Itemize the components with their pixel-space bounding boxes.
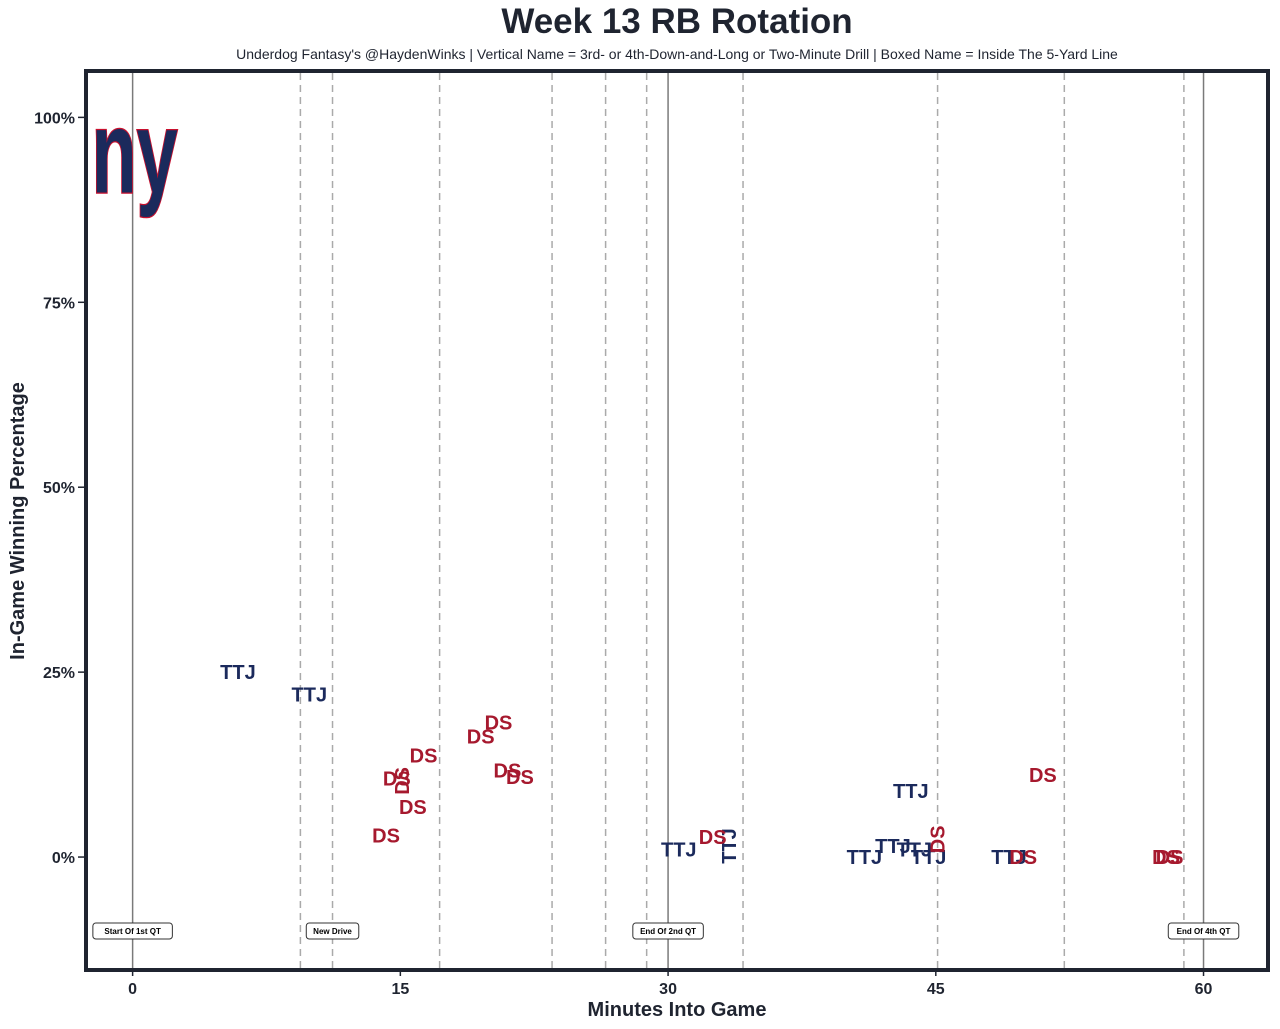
annotation-label: New Drive — [305, 922, 360, 940]
player-mark-ds: DS — [1029, 765, 1057, 787]
player-mark-ds: DS — [1009, 847, 1037, 869]
player-mark-ds: DS — [467, 726, 495, 748]
player-mark-ttj: TTJ — [911, 847, 947, 869]
player-mark-ttj: TTJ — [875, 836, 911, 858]
annotation-box — [92, 922, 173, 940]
player-mark-ds: DS — [485, 712, 513, 734]
annotation-text: End Of 2nd QT — [640, 927, 696, 936]
annotation-text: New Drive — [313, 927, 352, 936]
chart-title: Week 13 RB Rotation — [501, 2, 852, 41]
player-mark-ttj: TTJ — [847, 847, 883, 869]
annotation-label: Start Of 1st QT — [92, 922, 173, 940]
annotation-label: End Of 4th QT — [1167, 922, 1240, 940]
plot-area: ny Start Of 1st QT New Drive End Of 2nd QT E… — [90, 73, 1240, 968]
player-mark-ds: DS — [399, 797, 427, 819]
player-mark-ds: DS — [372, 826, 400, 848]
y-tick-label: 0% — [52, 850, 75, 867]
player-mark-ds: DS — [928, 825, 950, 853]
x-tick-label: 15 — [391, 981, 409, 998]
x-tick-label: 60 — [1195, 981, 1213, 998]
team-logo: ny — [90, 85, 179, 220]
player-mark-ds: DS — [392, 767, 414, 795]
annotation-box — [1167, 922, 1240, 940]
chart-subtitle: Underdog Fantasy's @HaydenWinks | Vertic… — [236, 46, 1118, 62]
player-mark-ds: DS — [699, 827, 727, 849]
annotation-text: End Of 4th QT — [1177, 927, 1231, 936]
player-mark-ds: DS — [1152, 847, 1180, 869]
player-mark-ttj: TTJ — [991, 847, 1027, 869]
x-tick-label: 0 — [128, 981, 137, 998]
annotation-box — [305, 922, 360, 940]
annotation-text: Start Of 1st QT — [104, 927, 161, 936]
axis-ticks: 0 15 30 45 60 0% 25% 50% 75% 100% — [34, 110, 1212, 998]
player-mark-ttj: TTJ — [893, 781, 929, 803]
player-mark-ttj: TTJ — [220, 662, 256, 684]
y-tick-label: 50% — [43, 480, 75, 497]
x-tick-label: 30 — [659, 981, 677, 998]
y-tick-label: 25% — [43, 665, 75, 682]
player-mark-ds: DS — [494, 761, 522, 783]
player-mark-ttj: TTJ — [292, 684, 328, 706]
player-mark-ttj: TTJ — [661, 840, 697, 862]
player-mark-ttj: TTJ — [719, 828, 741, 864]
annotation-label: End Of 2nd QT — [632, 922, 704, 940]
player-mark-ttj: TTJ — [897, 840, 933, 862]
y-tick-label: 75% — [43, 295, 75, 312]
player-mark-ds: DS — [1156, 847, 1184, 869]
plot-frame — [84, 69, 1270, 972]
player-mark-ds: DS — [383, 769, 411, 791]
x-tick-label: 45 — [927, 981, 945, 998]
x-axis-title: Minutes Into Game — [588, 999, 767, 1021]
y-tick-label: 100% — [34, 110, 75, 127]
y-axis-title: In-Game Winning Percentage — [7, 382, 29, 660]
annotation-box — [632, 922, 704, 940]
player-mark-ds: DS — [410, 746, 438, 768]
logo-text: ny — [92, 86, 178, 218]
player-mark-ds: DS — [506, 767, 534, 789]
